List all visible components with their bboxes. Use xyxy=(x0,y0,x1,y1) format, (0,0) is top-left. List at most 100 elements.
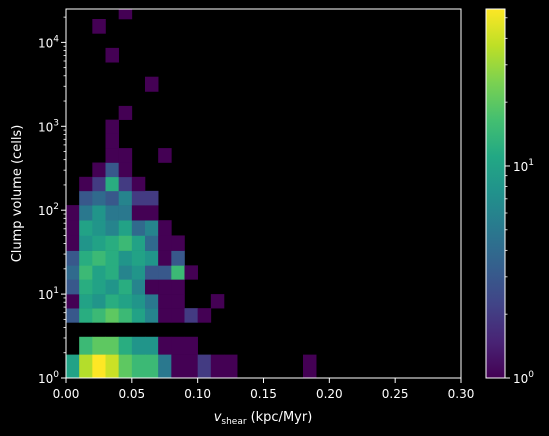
heatmap-cell xyxy=(145,265,159,280)
y-tick-label: 102 xyxy=(38,202,59,218)
heatmap-cell xyxy=(158,354,172,379)
heatmap-cell xyxy=(210,294,225,309)
heatmap-cell xyxy=(92,308,106,323)
heatmap-cell xyxy=(171,235,185,251)
x-tick-label: 0.20 xyxy=(316,387,343,401)
heatmap-cell xyxy=(131,190,146,206)
heatmap-cell xyxy=(171,279,185,295)
heatmap-cell xyxy=(105,176,119,192)
heatmap-cell xyxy=(92,220,106,236)
heatmap-cell xyxy=(171,294,185,309)
heatmap-cell xyxy=(131,235,146,251)
heatmap-cell xyxy=(105,279,119,295)
heatmap-cell xyxy=(118,9,133,20)
y-axis: 100 101 102 103 104 xyxy=(38,16,66,386)
heatmap-cell xyxy=(92,19,106,34)
heatmap-cell xyxy=(158,265,172,280)
heatmap-cell xyxy=(105,265,119,280)
heatmap-cell xyxy=(131,294,146,309)
heatmap-cell xyxy=(145,279,159,295)
heatmap-cell xyxy=(79,279,93,295)
heatmap-cell xyxy=(66,250,80,266)
heatmap-cell xyxy=(131,354,146,379)
y-tick-label: 103 xyxy=(38,118,59,134)
colorbar-tick-label: 100 xyxy=(513,370,534,386)
x-tick-label: 0.00 xyxy=(53,387,80,401)
heatmap-cell xyxy=(105,294,119,309)
heatmap-cell xyxy=(118,190,133,206)
heatmap-cell xyxy=(118,220,133,236)
heatmap-cell xyxy=(171,308,185,323)
heatmap-cell xyxy=(105,119,119,134)
heatmap-cell xyxy=(197,308,212,323)
heatmap-cell xyxy=(118,354,133,379)
heatmap-cell xyxy=(303,354,317,379)
heatmap-cell xyxy=(171,336,185,355)
x-axis-label: vshear (kpc/Myr) xyxy=(214,410,313,427)
heatmap-cell xyxy=(145,354,159,379)
heatmap-cell xyxy=(131,308,146,323)
heatmap-cell xyxy=(92,336,106,355)
heatmap-cell xyxy=(158,336,172,355)
heatmap-cell xyxy=(118,148,133,163)
heatmap-cell xyxy=(66,235,80,251)
y-tick-label: 104 xyxy=(38,34,59,50)
heatmap-cell xyxy=(158,250,172,266)
heatmap-cell xyxy=(118,279,133,295)
heatmap-cell xyxy=(79,205,93,221)
heatmap-cell xyxy=(145,336,159,355)
heatmap-cell xyxy=(66,354,80,379)
x-tick-label: 0.10 xyxy=(184,387,211,401)
heatmap-cells xyxy=(66,9,317,379)
heatmap-cell xyxy=(158,148,172,163)
heatmap-cell xyxy=(105,235,119,251)
heatmap-cell xyxy=(131,265,146,280)
heatmap-cell xyxy=(184,308,198,323)
heatmap-cell xyxy=(171,265,185,280)
heatmap-cell xyxy=(66,265,80,280)
heatmap-cell xyxy=(66,220,80,236)
heatmap-cell xyxy=(118,162,133,178)
heatmap-cell xyxy=(79,354,93,379)
heatmap-cell xyxy=(158,279,172,295)
y-axis-label: Clump volume (cells) xyxy=(10,125,25,263)
heatmap-cell xyxy=(79,235,93,251)
heatmap-cell xyxy=(66,205,80,221)
heatmap-cell xyxy=(92,190,106,206)
heatmap-cell xyxy=(131,336,146,355)
heatmap-cell xyxy=(92,354,106,379)
heatmap-cell xyxy=(145,308,159,323)
heatmap-cell xyxy=(105,308,119,323)
heatmap-cell xyxy=(105,148,119,163)
heatmap-cell xyxy=(105,47,119,63)
heatmap-cell xyxy=(105,190,119,206)
heatmap-cell xyxy=(131,176,146,192)
heatmap-cell xyxy=(224,354,238,379)
x-axis: 0.00 0.05 0.10 0.15 0.20 0.25 0.30 xyxy=(53,378,474,401)
heatmap-cell xyxy=(131,279,146,295)
heatmap-cell xyxy=(92,235,106,251)
heatmap-cell xyxy=(79,294,93,309)
heatmap-cell xyxy=(79,336,93,355)
heatmap-cell xyxy=(118,294,133,309)
heatmap-cell xyxy=(92,205,106,221)
heatmap-cell xyxy=(184,354,198,379)
heatmap-cell xyxy=(131,220,146,236)
heatmap-cell xyxy=(105,205,119,221)
colorbar xyxy=(486,9,505,378)
heatmap-cell xyxy=(92,162,106,178)
heatmap-cell xyxy=(105,336,119,355)
heatmap-cell xyxy=(105,133,119,149)
heatmap-cell xyxy=(105,162,119,178)
heatmap-cell xyxy=(118,265,133,280)
heatmap-cell xyxy=(158,308,172,323)
colorbar-tick-label: 101 xyxy=(513,158,534,174)
x-tick-label: 0.15 xyxy=(250,387,277,401)
heatmap-cell xyxy=(118,176,133,192)
heatmap-cell xyxy=(131,205,146,221)
heatmap-cell xyxy=(92,176,106,192)
colorbar-frame xyxy=(485,8,506,379)
y-tick-label: 101 xyxy=(38,286,59,302)
heatmap-cell xyxy=(79,265,93,280)
